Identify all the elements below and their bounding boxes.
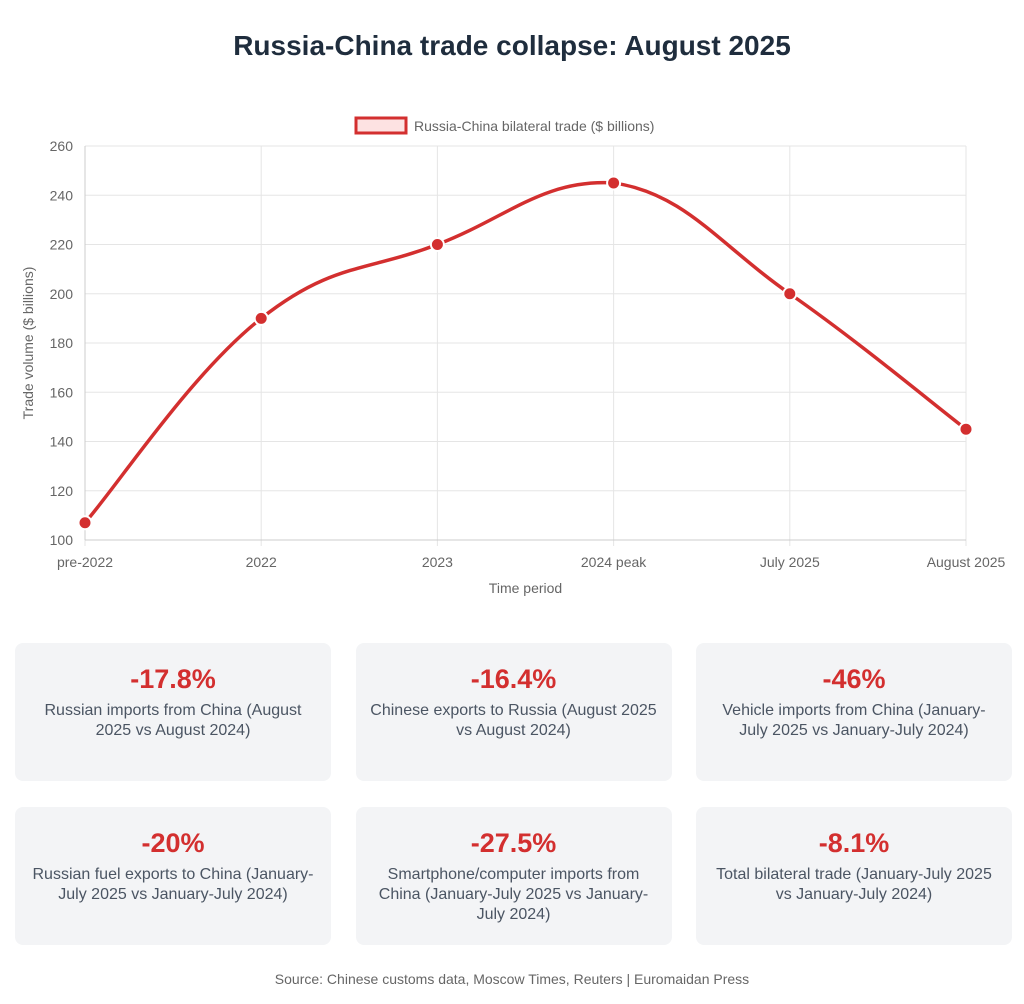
legend-label: Russia-China bilateral trade ($ billions… — [414, 118, 654, 134]
stat-value: -20% — [141, 828, 205, 858]
stat-value: -46% — [822, 664, 886, 694]
legend-swatch — [354, 116, 408, 135]
stat-card: -20% Russian fuel exports to China (Janu… — [15, 807, 331, 945]
x-tick-label: August 2025 — [927, 554, 1006, 570]
x-tick-label: July 2025 — [760, 554, 820, 570]
y-tick-label: 100 — [50, 532, 74, 548]
x-tick-label: 2022 — [246, 554, 277, 570]
y-tick-label: 140 — [50, 434, 74, 450]
x-axis-title: Time period — [489, 580, 562, 596]
data-point — [958, 421, 974, 437]
data-point — [782, 286, 798, 302]
stat-label: Vehicle imports from China (January-July… — [722, 702, 986, 739]
y-tick-label: 260 — [50, 138, 74, 154]
stat-value: -16.4% — [470, 664, 557, 694]
y-tick-label: 120 — [50, 483, 74, 499]
page-title: Russia-China trade collapse: August 2025 — [233, 30, 791, 61]
y-axis-title: Trade volume ($ billions) — [20, 267, 36, 420]
y-tick-label: 200 — [50, 286, 74, 302]
data-point — [77, 515, 93, 531]
stat-card: -46% Vehicle imports from China (January… — [696, 643, 1012, 781]
x-tick-label: pre-2022 — [57, 554, 113, 570]
stat-card: -16.4% Chinese exports to Russia (August… — [355, 643, 672, 781]
stat-value: -27.5% — [470, 828, 557, 858]
x-tick-label: 2023 — [422, 554, 453, 570]
series-line — [83, 180, 968, 524]
data-point — [253, 310, 269, 326]
stat-label: Russian imports from China (August 2025 … — [44, 702, 302, 739]
data-point — [429, 237, 445, 252]
stat-label: Total bilateral trade (January-July 2025… — [716, 866, 992, 903]
y-tick-label: 160 — [50, 384, 74, 400]
stat-value: -8.1% — [818, 828, 890, 858]
stat-label: Russian fuel exports to China (January-J… — [32, 866, 314, 903]
stat-value: -17.8% — [130, 664, 216, 694]
y-tick-label: 220 — [50, 237, 74, 253]
stats-grid: -17.8% Russian imports from China (Augus… — [15, 643, 1012, 945]
source-note: Source: Chinese customs data, Moscow Tim… — [274, 971, 750, 987]
x-tick-label: 2024 peak — [581, 554, 647, 570]
y-tick-label: 240 — [50, 187, 74, 203]
stat-card: -17.8% Russian imports from China (Augus… — [15, 643, 331, 781]
y-tick-label: 180 — [50, 335, 74, 351]
stat-label: Smartphone/computer imports from China (… — [378, 866, 649, 923]
data-point — [606, 175, 622, 191]
stat-card: -27.5% Smartphone/computer imports from … — [355, 807, 672, 945]
trade-line-chart: 100 120 140 160 180 200 220 240 260 pre-2022 2022 2… — [20, 116, 1006, 596]
stat-label: Chinese exports to Russia (August 2025 v… — [370, 702, 657, 739]
stat-card: -8.1% Total bilateral trade (January-Jul… — [696, 807, 1012, 945]
